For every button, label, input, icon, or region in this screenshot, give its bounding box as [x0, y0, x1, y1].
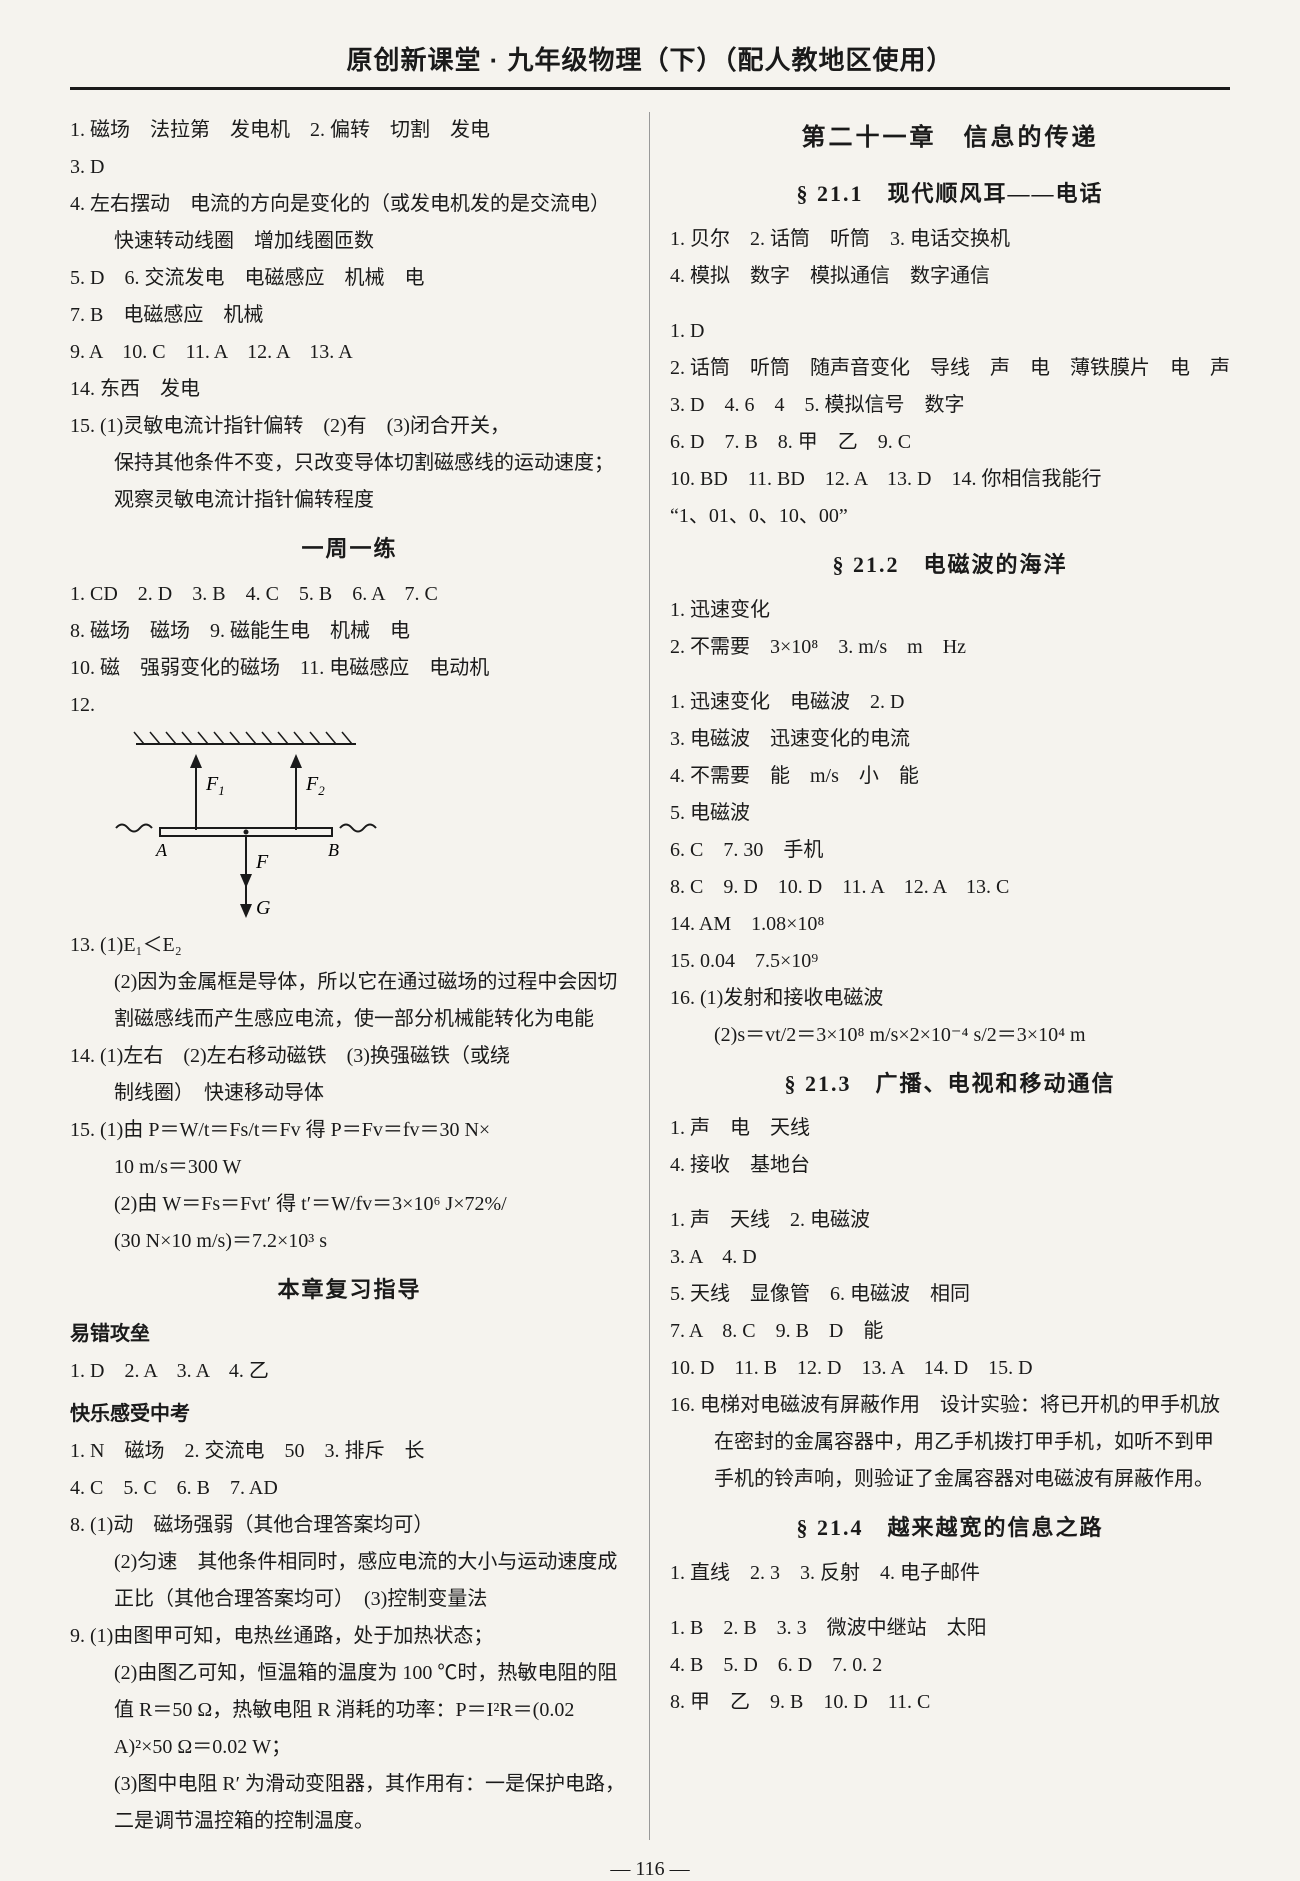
- label-G: G: [256, 897, 271, 919]
- text-line: 1. D 2. A 3. A 4. 乙: [70, 1353, 629, 1390]
- text-line: 6. D 7. B 8. 甲 乙 9. C: [670, 424, 1230, 461]
- text-line: 5. 天线 显像管 6. 电磁波 相同: [670, 1276, 1230, 1313]
- text-line: 14. 东西 发电: [70, 371, 629, 408]
- label-B: B: [328, 840, 339, 860]
- text-line: 10. 磁 强弱变化的磁场 11. 电磁感应 电动机: [70, 650, 629, 687]
- text-line: (30 N×10 m/s)＝7.2×10³ s: [70, 1223, 629, 1260]
- section-title: 本章复习指导: [70, 1270, 629, 1311]
- chapter-title: 第二十一章 信息的传递: [670, 116, 1230, 160]
- text-line: 10. D 11. B 12. D 13. A 14. D 15. D: [670, 1350, 1230, 1387]
- text-line: 1. N 磁场 2. 交流电 50 3. 排斥 长: [70, 1433, 629, 1470]
- text-line: 14. AM 1.08×10⁸: [670, 906, 1230, 943]
- text-line: 8. 磁场 磁场 9. 磁能生电 机械 电: [70, 613, 629, 650]
- text-line: 1. 迅速变化 电磁波 2. D: [670, 684, 1230, 721]
- text-line: 1. 磁场 法拉第 发电机 2. 偏转 切割 发电: [70, 112, 629, 149]
- text-line: 4. 模拟 数字 模拟通信 数字通信: [670, 258, 1230, 295]
- text-line: 8. 甲 乙 9. B 10. D 11. C: [670, 1684, 1230, 1721]
- text-line: (3)图中电阻 R′ 为滑动变阻器，其作用有：一是保护电路，二是调节温控箱的控制…: [70, 1766, 629, 1840]
- text-line: 12.: [70, 687, 629, 724]
- text-line: 1. B 2. B 3. 3 微波中继站 太阳: [670, 1610, 1230, 1647]
- text-line: 5. 电磁波: [670, 795, 1230, 832]
- text-line: 制线圈） 快速移动导体: [70, 1075, 629, 1112]
- text-line: 2. 话筒 听筒 随声音变化 导线 声 电 薄铁膜片 电 声: [670, 350, 1230, 387]
- text-line: “1、01、0、10、00”: [670, 498, 1230, 535]
- text-line: 15. (1)由 P＝W/t＝Fs/t＝Fv 得 P＝Fv＝fv＝30 N×: [70, 1112, 629, 1149]
- right-column: 第二十一章 信息的传递 § 21.1 现代顺风耳——电话 1. 贝尔 2. 话筒…: [650, 112, 1230, 1840]
- text-line: 7. B 电磁感应 机械: [70, 297, 629, 334]
- sub-heading: 快乐感受中考: [70, 1396, 629, 1433]
- spacer: [670, 666, 1230, 684]
- text-line: 2. 不需要 3×10⁸ 3. m/s m Hz: [670, 629, 1230, 666]
- label-A: A: [155, 840, 168, 860]
- text-line: 保持其他条件不变，只改变导体切割磁感线的运动速度；观察灵敏电流计指针偏转程度: [70, 445, 629, 519]
- text-line: 1. 迅速变化: [670, 592, 1230, 629]
- text-line: (2)匀速 其他条件相同时，感应电流的大小与运动速度成正比（其他合理答案均可） …: [70, 1544, 629, 1618]
- text-line: 10 m/s＝300 W: [70, 1149, 629, 1186]
- text-line: 3. A 4. D: [670, 1239, 1230, 1276]
- text-line: 16. 电梯对电磁波有屏蔽作用 设计实验：将已开机的甲手机放在密封的金属容器中，…: [670, 1387, 1230, 1498]
- text-line: 8. (1)动 磁场强弱（其他合理答案均可）: [70, 1507, 629, 1544]
- text-line: 1. 直线 2. 3 3. 反射 4. 电子邮件: [670, 1555, 1230, 1592]
- text-line: 1. 声 天线 2. 电磁波: [670, 1202, 1230, 1239]
- text-line: 4. 不需要 能 m/s 小 能: [670, 758, 1230, 795]
- text-line: 1. D: [670, 313, 1230, 350]
- page-header: 原创新课堂 · 九年级物理（下）（配人教地区使用）: [70, 40, 1230, 90]
- force-diagram: F1 F2 A B F G: [106, 728, 386, 923]
- text-line: (2)因为金属框是导体，所以它在通过磁场的过程中会因切割磁感线而产生感应电流，使…: [70, 964, 629, 1038]
- spacer: [670, 1592, 1230, 1610]
- spacer: [670, 295, 1230, 313]
- label-F1: F1: [205, 773, 225, 798]
- text-line: 15. 0.04 7.5×10⁹: [670, 943, 1230, 980]
- section-title: § 21.3 广播、电视和移动通信: [670, 1064, 1230, 1105]
- columns: 1. 磁场 法拉第 发电机 2. 偏转 切割 发电 3. D 4. 左右摆动 电…: [70, 112, 1230, 1840]
- text-line: 1. 贝尔 2. 话筒 听筒 3. 电话交换机: [670, 221, 1230, 258]
- section-title: 一周一练: [70, 529, 629, 570]
- text-line: 4. B 5. D 6. D 7. 0. 2: [670, 1647, 1230, 1684]
- text-line: (2)由图乙可知，恒温箱的温度为 100 ℃时，热敏电阻的阻值 R＝50 Ω，热…: [70, 1655, 629, 1766]
- text-line: (2)由 W＝Fs＝Fvt′ 得 t′＝W/fv＝3×10⁶ J×72%/: [70, 1186, 629, 1223]
- text-line: 3. 电磁波 迅速变化的电流: [670, 721, 1230, 758]
- section-title: § 21.1 现代顺风耳——电话: [670, 174, 1230, 215]
- text-line: 13. (1)E₁＜E₂: [70, 927, 629, 964]
- text-line: 8. C 9. D 10. D 11. A 12. A 13. C: [670, 869, 1230, 906]
- text-line: 3. D 4. 6 4 5. 模拟信号 数字: [670, 387, 1230, 424]
- section-title: § 21.2 电磁波的海洋: [670, 545, 1230, 586]
- label-F: F: [255, 851, 269, 873]
- text-line: 1. 声 电 天线: [670, 1110, 1230, 1147]
- diagram-svg: F1 F2 A B F G: [106, 728, 386, 923]
- page-number: — 116 —: [70, 1858, 1230, 1881]
- label-F2: F2: [305, 773, 325, 798]
- text-line: (2)s＝vt/2＝3×10⁸ m/s×2×10⁻⁴ s/2＝3×10⁴ m: [670, 1017, 1230, 1054]
- text-line: 1. CD 2. D 3. B 4. C 5. B 6. A 7. C: [70, 576, 629, 613]
- text-line: 5. D 6. 交流发电 电磁感应 机械 电: [70, 260, 629, 297]
- text-line: 9. (1)由图甲可知，电热丝通路，处于加热状态；: [70, 1618, 629, 1655]
- text-line: 16. (1)发射和接收电磁波: [670, 980, 1230, 1017]
- text-line: 14. (1)左右 (2)左右移动磁铁 (3)换强磁铁（或绕: [70, 1038, 629, 1075]
- text-line: 3. D: [70, 149, 629, 186]
- text-line: 9. A 10. C 11. A 12. A 13. A: [70, 334, 629, 371]
- left-column: 1. 磁场 法拉第 发电机 2. 偏转 切割 发电 3. D 4. 左右摆动 电…: [70, 112, 650, 1840]
- text-line: 10. BD 11. BD 12. A 13. D 14. 你相信我能行: [670, 461, 1230, 498]
- text-line: 4. 接收 基地台: [670, 1147, 1230, 1184]
- sub-heading: 易错攻垒: [70, 1316, 629, 1353]
- text-line: 7. A 8. C 9. B D 能: [670, 1313, 1230, 1350]
- text-line: 4. 左右摆动 电流的方向是变化的（或发电机发的是交流电） 快速转动线圈 增加线…: [70, 186, 629, 260]
- spacer: [670, 1184, 1230, 1202]
- section-title: § 21.4 越来越宽的信息之路: [670, 1508, 1230, 1549]
- text-line: 4. C 5. C 6. B 7. AD: [70, 1470, 629, 1507]
- text-line: 15. (1)灵敏电流计指针偏转 (2)有 (3)闭合开关，: [70, 408, 629, 445]
- text-line: 6. C 7. 30 手机: [670, 832, 1230, 869]
